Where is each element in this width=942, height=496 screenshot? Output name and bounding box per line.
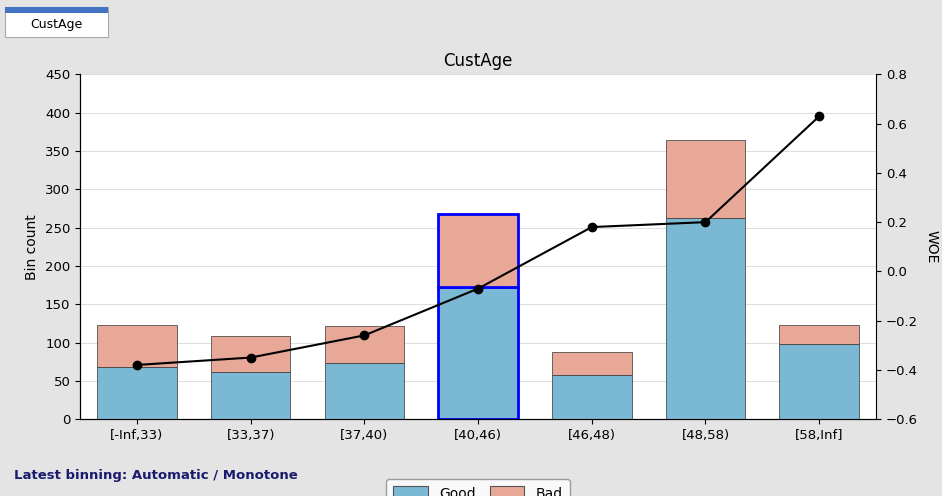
Title: CustAge: CustAge [444, 52, 512, 70]
Bar [211, 372, 290, 419]
Bar [325, 363, 404, 419]
Text: Latest binning: Automatic / Monotone: Latest binning: Automatic / Monotone [14, 469, 298, 482]
Y-axis label: WOE: WOE [925, 230, 939, 263]
Y-axis label: Bin count: Bin count [25, 214, 40, 280]
Bar [779, 325, 859, 344]
Bar [97, 325, 177, 367]
Bar [438, 214, 518, 287]
Bar [666, 139, 745, 218]
Bar [211, 336, 290, 372]
Bar [666, 218, 745, 419]
Legend: Good, Bad: Good, Bad [386, 480, 570, 496]
Bar [779, 344, 859, 419]
Bar [325, 326, 404, 363]
Bar [552, 352, 631, 374]
Bar [552, 374, 631, 419]
Bar [438, 287, 518, 419]
Text: CustAge: CustAge [30, 18, 83, 31]
Bar [97, 367, 177, 419]
